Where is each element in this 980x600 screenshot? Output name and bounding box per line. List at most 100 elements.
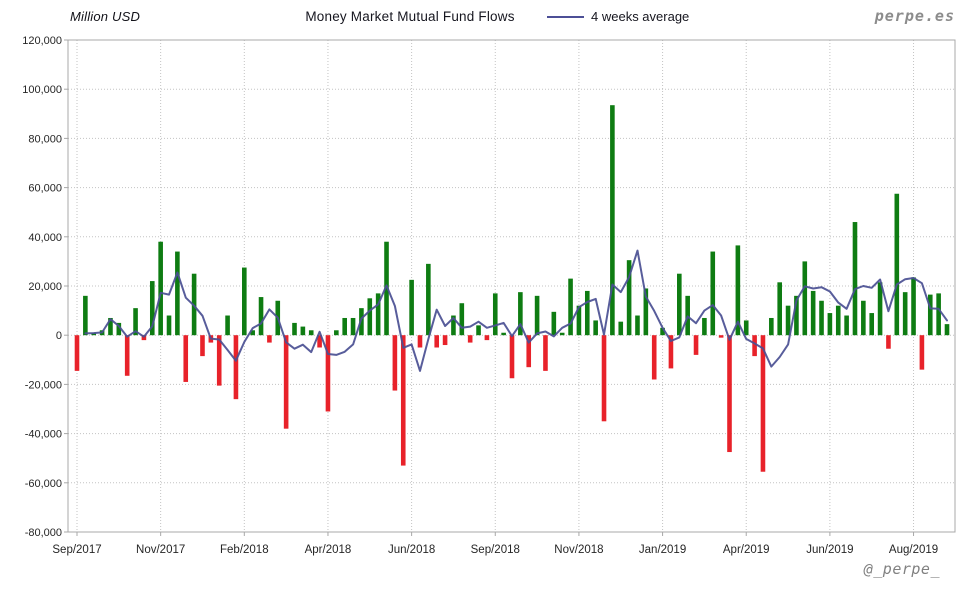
- flow-bar-positive: [927, 294, 933, 336]
- flow-bar-positive: [409, 279, 414, 336]
- x-tick-label: Nov/2018: [554, 544, 603, 556]
- flow-bar-negative: [760, 335, 766, 472]
- flow-bar-positive: [568, 278, 573, 336]
- flow-bar-negative: [200, 335, 205, 357]
- flow-bar-positive: [258, 297, 264, 336]
- flow-bar-positive: [610, 105, 615, 336]
- watermark-handle: @_perpe_: [863, 560, 940, 578]
- watermark-site: perpe.es: [874, 7, 955, 25]
- flow-bar-positive: [166, 315, 172, 336]
- x-tick-label: Sep/2018: [471, 544, 520, 556]
- flow-bar-negative: [267, 335, 272, 343]
- y-axis-unit-title: Million USD: [70, 9, 141, 24]
- flow-bar-positive: [810, 290, 816, 336]
- flow-bar-negative: [651, 335, 657, 380]
- x-tick-label: Jun/2018: [388, 544, 435, 556]
- flow-bar-positive: [476, 325, 481, 336]
- flow-bar-positive: [83, 295, 88, 336]
- flow-bar-positive: [911, 277, 916, 336]
- flow-bar-negative: [886, 335, 891, 349]
- flow-bar-positive: [894, 193, 900, 336]
- y-tick-label: -80,000: [25, 527, 62, 539]
- legend: 4 weeks average: [547, 9, 689, 24]
- flow-bar-positive: [735, 245, 741, 336]
- chart-title: Money Market Mutual Fund Flows: [305, 9, 515, 24]
- flow-bar-positive: [861, 300, 866, 336]
- flow-bar-positive: [785, 305, 791, 336]
- flow-bar-negative: [509, 335, 515, 379]
- flow-bar-positive: [936, 293, 941, 336]
- flow-bar-positive: [643, 288, 649, 336]
- flow-bar-negative: [74, 335, 80, 371]
- x-tick-label: Jun/2019: [806, 544, 853, 556]
- y-tick-label: 40,000: [28, 232, 62, 244]
- flow-bar-positive: [902, 292, 908, 336]
- flow-bar-negative: [283, 335, 289, 429]
- flow-bar-negative: [727, 335, 732, 453]
- y-tick-label: 0: [56, 330, 62, 342]
- plot-border: [67, 39, 956, 533]
- flow-bar-positive: [944, 324, 950, 336]
- flow-bar-positive: [743, 320, 749, 336]
- flow-bar-negative: [434, 335, 440, 348]
- flow-bar-positive: [375, 293, 381, 336]
- y-tick-label: 20,000: [28, 281, 62, 293]
- flow-bar-positive: [802, 261, 808, 336]
- flow-bar-positive: [819, 300, 824, 336]
- flow-bar-positive: [844, 315, 849, 336]
- flow-bar-negative: [484, 335, 490, 341]
- flow-bar-negative: [718, 335, 724, 338]
- flow-bar-positive: [149, 281, 155, 336]
- flow-bar-positive: [702, 317, 707, 336]
- flow-bar-positive: [334, 330, 339, 336]
- flow-bar-positive: [777, 282, 782, 336]
- flow-bar-positive: [292, 322, 297, 336]
- flow-bar-negative: [183, 335, 189, 382]
- flow-bar-positive: [242, 267, 247, 336]
- x-tick-label: Apr/2019: [723, 544, 770, 556]
- flow-bar-positive: [835, 305, 841, 336]
- flow-bar-positive: [426, 263, 431, 336]
- flow-bar-negative: [392, 335, 398, 391]
- flow-bar-positive: [175, 251, 180, 336]
- flow-bar-positive: [769, 317, 774, 336]
- flow-bar-positive: [492, 293, 498, 336]
- flow-bar-positive: [133, 308, 138, 336]
- flow-bar-positive: [308, 330, 314, 336]
- flow-bar-negative: [216, 335, 222, 386]
- flow-bar-negative: [526, 335, 532, 368]
- legend-label: 4 weeks average: [591, 9, 690, 24]
- flow-bar-positive: [551, 311, 557, 336]
- flow-bar-positive: [300, 326, 306, 336]
- flow-bar-negative: [233, 335, 239, 400]
- flow-bar-positive: [877, 282, 883, 336]
- y-tick-label: 80,000: [28, 133, 62, 145]
- flow-bar-positive: [635, 315, 640, 336]
- flow-bar-positive: [250, 330, 255, 336]
- four-week-average-line: [84, 249, 948, 372]
- flow-bar-negative: [124, 335, 130, 376]
- flow-bar-negative: [601, 335, 607, 422]
- flow-bar-positive: [534, 295, 540, 336]
- flow-bar-negative: [752, 335, 757, 357]
- x-tick-label: Apr/2018: [305, 544, 352, 556]
- flow-bar-positive: [518, 292, 523, 336]
- x-tick-label: Sep/2017: [52, 544, 101, 556]
- flow-bar-positive: [827, 313, 833, 336]
- flow-bar-positive: [350, 317, 356, 336]
- x-tick-label: Jan/2019: [639, 544, 686, 556]
- flow-bar-negative: [693, 335, 699, 355]
- flow-bar-positive: [710, 251, 716, 336]
- flow-bar-negative: [400, 335, 406, 466]
- x-tick-label: Nov/2017: [136, 544, 185, 556]
- flow-bar-positive: [852, 222, 858, 336]
- flow-bar-positive: [384, 241, 389, 336]
- flow-bar-positive: [869, 313, 875, 336]
- flow-bar-negative: [442, 335, 448, 346]
- flow-bar-negative: [467, 335, 473, 343]
- flow-bar-negative: [325, 335, 331, 412]
- y-tick-label: -20,000: [25, 379, 62, 391]
- y-tick-label: 120,000: [22, 35, 62, 47]
- flow-bar-negative: [919, 335, 925, 370]
